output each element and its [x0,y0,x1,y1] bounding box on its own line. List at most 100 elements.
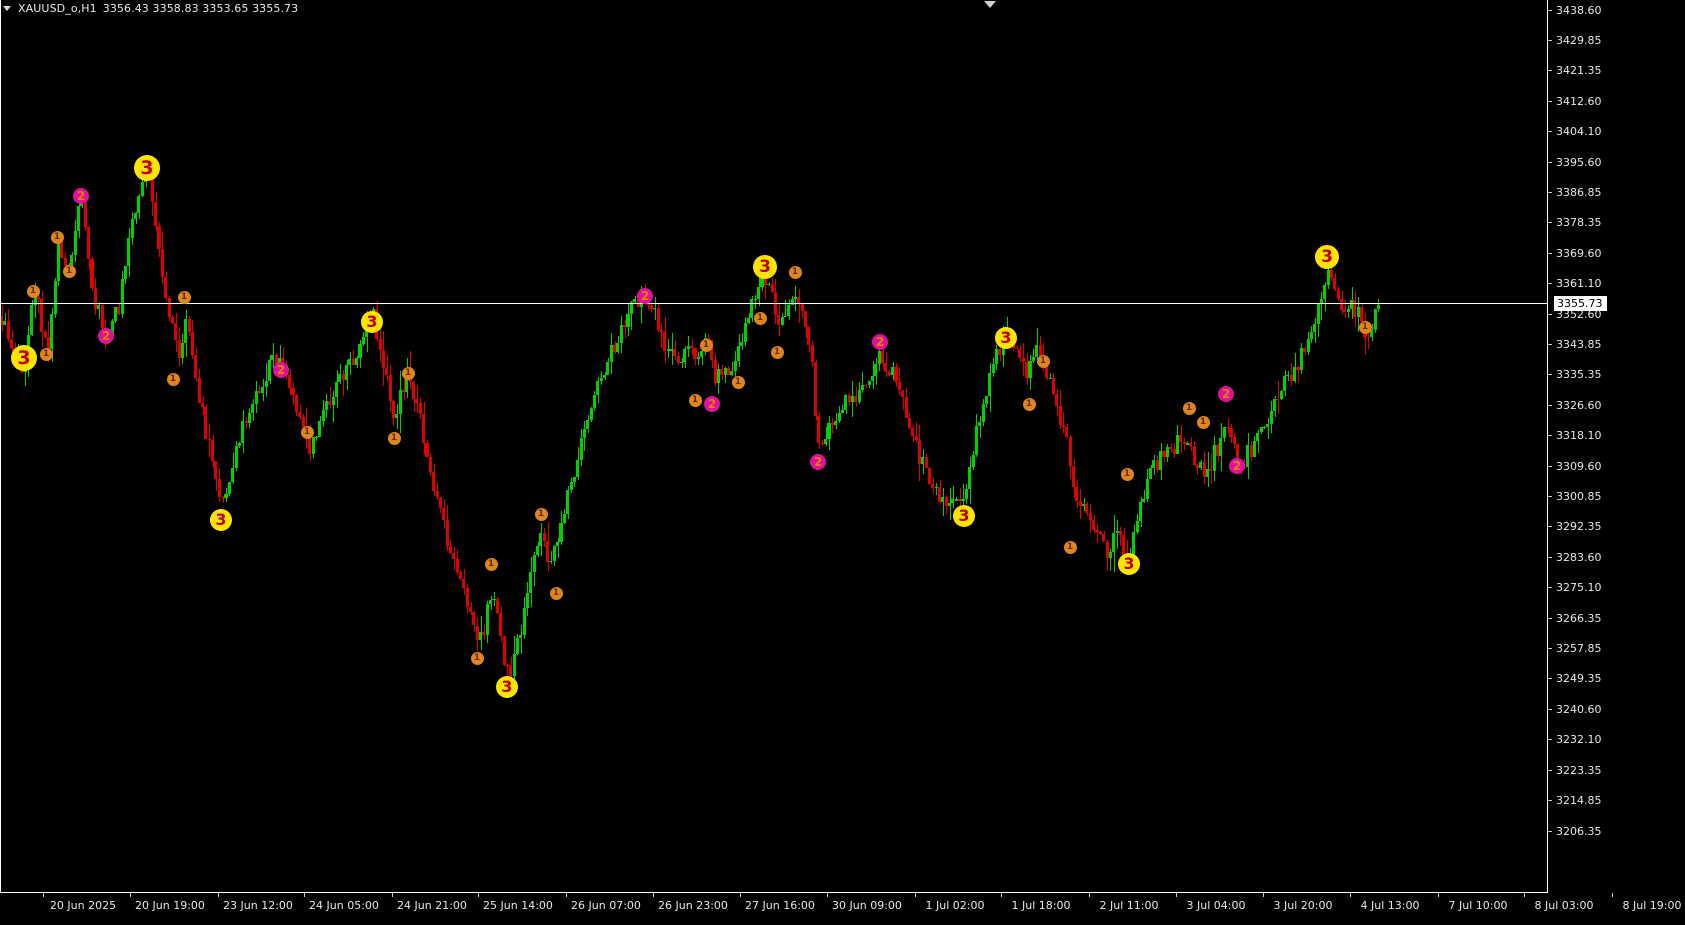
candle-wick [822,440,824,446]
candle-body [127,238,131,267]
candle-body [830,422,834,425]
wave-marker-1[interactable]: 1 [534,507,548,521]
wave-marker-1[interactable]: 1 [1022,397,1036,411]
wave-marker-1[interactable]: 1 [62,264,76,278]
candle-body [445,519,449,546]
candle-wick [557,537,559,559]
candle-body [1293,367,1297,381]
wave-marker-2[interactable]: 2 [637,288,653,304]
price-axis-tick-label: 3292.35 [1556,520,1602,534]
wave-marker-3[interactable]: 3 [11,345,37,371]
wave-marker-3[interactable]: 3 [496,676,518,698]
wave-marker-2[interactable]: 2 [704,396,720,412]
candle-wick [1227,417,1229,434]
price-axis-tick: 3412.60 [1548,95,1602,108]
candle-body [1219,437,1223,457]
candle-body [1098,532,1102,534]
price-axis-tick: 3232.10 [1548,733,1602,746]
time-axis-gridline [653,893,654,897]
candle-wick [865,384,867,388]
candle-body [1165,446,1169,458]
candle-body [720,368,724,376]
chevron-down-icon[interactable] [3,5,11,11]
candle-body [958,499,962,502]
candle-wick [316,435,318,442]
candle-body [157,225,161,250]
wave-marker-3[interactable]: 3 [1118,553,1140,575]
candle-body [479,631,483,641]
candle-wick [1291,362,1293,387]
wave-marker-1[interactable]: 1 [788,265,802,279]
wave-marker-2[interactable]: 2 [273,362,289,378]
price-axis[interactable]: 3355.73 3438.60 3429.85 3421.35 3412.60 3404… [1548,0,1685,893]
tick-dash-icon [1548,101,1552,103]
wave-marker-1[interactable]: 1 [50,230,64,244]
wave-marker-1[interactable]: 1 [753,311,767,325]
wave-marker-1[interactable]: 1 [1063,540,1077,554]
candle-body [217,479,221,498]
candle-body [184,318,188,343]
wave-marker-1[interactable]: 1 [484,557,498,571]
wave-marker-3[interactable]: 3 [134,155,160,181]
wave-marker-1[interactable]: 1 [470,651,484,665]
candle-body [1088,513,1092,521]
wave-marker-1[interactable]: 1 [300,425,314,439]
wave-marker-3[interactable]: 3 [753,255,777,279]
wave-marker-1[interactable]: 1 [549,586,563,600]
candle-body [1055,394,1059,406]
candle-body [1082,504,1086,506]
time-axis[interactable]: 20 Jun 2025 20 Jun 19:00 23 Jun 12:00 24 Ju… [0,893,1685,925]
candle-body [609,344,613,363]
wave-marker-1[interactable]: 1 [770,345,784,359]
candle-body [542,532,546,541]
candle-body [398,390,402,414]
candle-body [505,665,509,667]
wave-marker-1[interactable]: 1 [26,284,40,298]
candle-body [844,395,848,411]
wave-marker-3[interactable]: 3 [953,505,975,527]
wave-marker-3[interactable]: 3 [995,327,1017,349]
wave-marker-3[interactable]: 3 [1315,245,1339,269]
wave-marker-1[interactable]: 1 [1120,467,1134,481]
candle-body [519,634,523,639]
wave-marker-2[interactable]: 2 [98,328,114,344]
wave-marker-3[interactable]: 3 [361,311,383,333]
wave-marker-3[interactable]: 3 [210,509,232,531]
wave-marker-1[interactable]: 1 [166,372,180,386]
wave-marker-2[interactable]: 2 [73,188,89,204]
wave-marker-2[interactable]: 2 [1229,458,1245,474]
candle-body [422,413,426,443]
price-axis-tick-label: 3421.35 [1556,64,1602,78]
caret-down-icon[interactable] [984,1,996,8]
candle-body [961,498,965,502]
candle-body [261,386,265,394]
wave-marker-1[interactable]: 1 [177,290,191,304]
wave-marker-1[interactable]: 1 [1196,415,1210,429]
price-axis-tick: 3326.60 [1548,399,1602,412]
candle-body [234,445,238,469]
wave-marker-1[interactable]: 1 [699,338,713,352]
wave-marker-1[interactable]: 1 [387,431,401,445]
price-axis-tick: 3395.60 [1548,156,1602,169]
candle-body [824,438,828,444]
candle-wick [936,482,938,496]
wave-marker-1[interactable]: 1 [1358,320,1372,334]
wave-marker-1[interactable]: 1 [688,393,702,407]
wave-marker-1[interactable]: 1 [39,347,53,361]
candle-body [1142,498,1146,503]
price-axis-tick-label: 3378.35 [1556,216,1602,230]
wave-marker-1[interactable]: 1 [1182,401,1196,415]
candle-body [140,182,144,196]
candle-body [1303,348,1307,352]
wave-marker-2[interactable]: 2 [810,454,826,470]
candle-body [204,406,208,440]
candle-wick [902,389,904,410]
wave-marker-2[interactable]: 2 [1218,386,1234,402]
wave-marker-1[interactable]: 1 [731,375,745,389]
symbol-header[interactable]: XAUUSD_o,H1 3356.43 3358.83 3353.65 3355… [0,0,298,16]
wave-marker-2[interactable]: 2 [872,334,888,350]
wave-marker-1[interactable]: 1 [401,366,415,380]
candle-body [901,390,905,398]
wave-marker-1[interactable]: 1 [1036,354,1050,368]
